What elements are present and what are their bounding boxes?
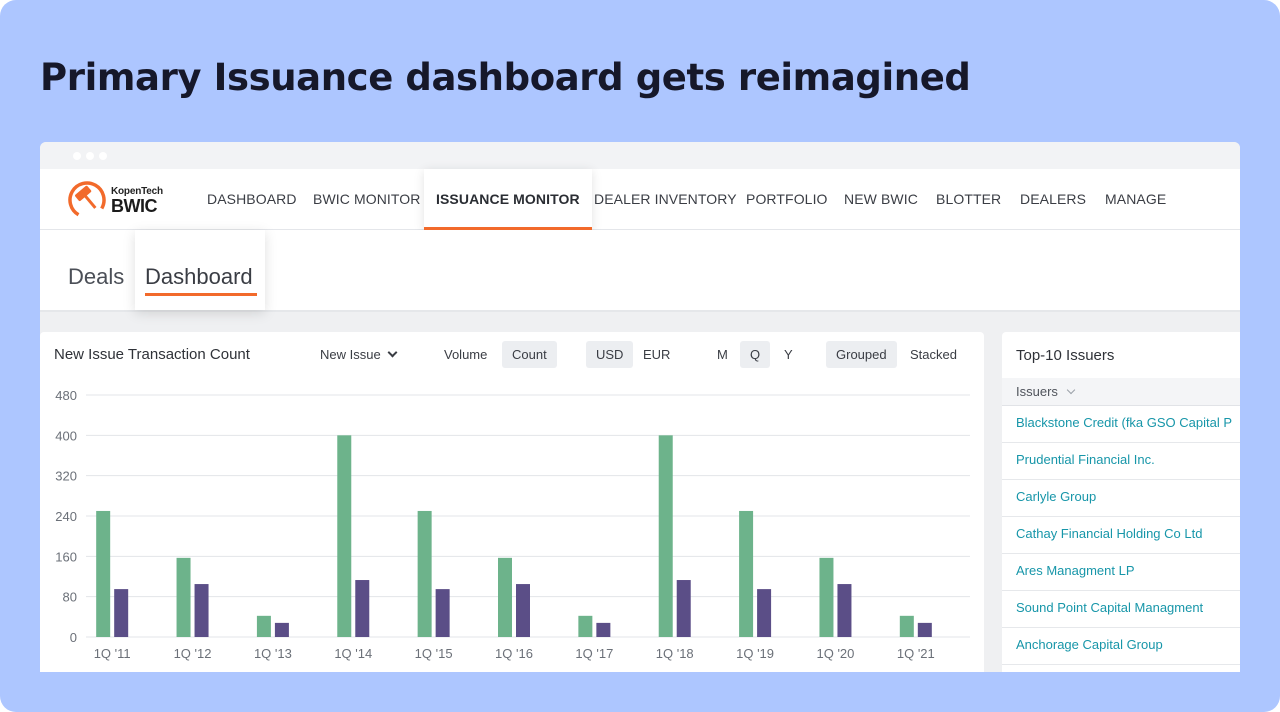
bar-series-1 bbox=[96, 510, 111, 637]
bar-series-2 bbox=[596, 622, 611, 637]
window-dot bbox=[86, 152, 94, 160]
toggle-stacked[interactable]: Stacked bbox=[910, 347, 957, 362]
bar-series-2 bbox=[114, 589, 129, 637]
tab-deals[interactable]: Deals bbox=[68, 264, 125, 289]
bar-series-1 bbox=[658, 435, 673, 637]
bar-series-2 bbox=[516, 584, 530, 637]
bar-series-2 bbox=[676, 580, 691, 637]
bar-series-1 bbox=[819, 557, 834, 637]
bar-series-1 bbox=[899, 615, 914, 637]
x-tick-label: 1Q '17 bbox=[575, 646, 613, 661]
bar-series-2 bbox=[917, 622, 932, 637]
app-logo[interactable]: KopenTech BWIC bbox=[67, 180, 177, 220]
app-window: KopenTech BWIC DASHBOARD BWIC MONITOR IS… bbox=[40, 142, 1240, 672]
toggle-eur[interactable]: EUR bbox=[643, 347, 671, 362]
dropdown-value: New Issue bbox=[320, 347, 381, 362]
toggle-volume[interactable]: Volume bbox=[444, 347, 488, 362]
y-tick-label: 480 bbox=[55, 388, 77, 403]
toggle-usd[interactable]: USD bbox=[586, 341, 634, 368]
bar-series-1 bbox=[337, 435, 352, 637]
bar-series-1 bbox=[417, 510, 432, 637]
toggle-grouped[interactable]: Grouped bbox=[826, 341, 897, 368]
y-tick-label: 160 bbox=[55, 549, 77, 564]
chevron-down-icon bbox=[387, 347, 398, 358]
nav-bwic-monitor[interactable]: BWIC MONITOR bbox=[313, 191, 421, 207]
x-tick-label: 1Q '15 bbox=[415, 646, 453, 661]
y-tick-label: 0 bbox=[70, 630, 77, 645]
gavel-logo-icon bbox=[68, 181, 106, 219]
chart-title: New Issue Transaction Count bbox=[54, 346, 250, 363]
issuers-column-header[interactable]: Issuers bbox=[1002, 378, 1240, 406]
sub-navigation: Deals Dashboard bbox=[40, 230, 1240, 312]
issuers-column-label: Issuers bbox=[1016, 384, 1058, 399]
nav-dealer-inventory[interactable]: DEALER INVENTORY bbox=[594, 191, 737, 207]
y-tick-label: 240 bbox=[55, 509, 77, 524]
window-chrome bbox=[40, 142, 1240, 169]
toggle-count[interactable]: Count bbox=[502, 341, 557, 368]
nav-dealers[interactable]: DEALERS bbox=[1020, 191, 1087, 207]
x-tick-label: 1Q '12 bbox=[174, 646, 212, 661]
x-tick-label: 1Q '14 bbox=[334, 646, 372, 661]
tab-active-indicator bbox=[145, 293, 257, 296]
bar-series-2 bbox=[274, 622, 289, 637]
bar-series-2 bbox=[837, 584, 852, 637]
x-tick-label: 1Q '16 bbox=[495, 646, 533, 661]
x-tick-label: 1Q '11 bbox=[94, 646, 131, 661]
issuers-title: Top-10 Issuers bbox=[1016, 347, 1115, 364]
issuer-row[interactable]: Cathay Financial Holding Co Ltd bbox=[1002, 517, 1240, 554]
headline: Primary Issuance dashboard gets reimagin… bbox=[40, 56, 971, 99]
toggle-m[interactable]: M bbox=[717, 347, 728, 362]
nav-dashboard[interactable]: DASHBOARD bbox=[207, 191, 297, 207]
top-navbar: KopenTech BWIC DASHBOARD BWIC MONITOR IS… bbox=[40, 169, 1240, 230]
x-tick-label: 1Q '18 bbox=[656, 646, 694, 661]
nav-portfolio[interactable]: PORTFOLIO bbox=[746, 191, 828, 207]
x-tick-label: 1Q '21 bbox=[897, 646, 935, 661]
window-dot bbox=[73, 152, 81, 160]
issuer-row[interactable]: Blackstone Credit (fka GSO Capital P bbox=[1002, 406, 1240, 443]
bar-series-1 bbox=[739, 510, 754, 637]
nav-blotter[interactable]: BLOTTER bbox=[936, 191, 1002, 207]
window-dot bbox=[99, 152, 107, 160]
nav-manage[interactable]: MANAGE bbox=[1105, 191, 1167, 207]
y-tick-label: 400 bbox=[55, 428, 77, 443]
nav-active-indicator bbox=[424, 227, 592, 230]
nav-issuance-monitor[interactable]: ISSUANCE MONITOR bbox=[424, 169, 592, 230]
y-tick-label: 320 bbox=[55, 469, 77, 484]
transaction-count-chart: 0 80 160 240 320 400 480 1Q '11 1Q '12 1Q '13 1Q '… bbox=[55, 388, 970, 661]
bar-series-2 bbox=[757, 589, 772, 637]
issue-type-dropdown[interactable]: New Issue bbox=[320, 347, 398, 362]
bar-series-1 bbox=[176, 557, 191, 637]
issuer-row[interactable]: Sound Point Capital Managment bbox=[1002, 591, 1240, 628]
toggle-y[interactable]: Y bbox=[784, 347, 793, 362]
tab-dashboard-label: Dashboard bbox=[145, 264, 253, 289]
tab-dashboard[interactable]: Dashboard bbox=[135, 230, 265, 310]
issuer-row[interactable]: Anchorage Capital Group bbox=[1002, 628, 1240, 665]
bar-series-2 bbox=[355, 580, 370, 637]
sort-chevron-icon bbox=[1066, 385, 1076, 395]
issuer-row[interactable]: Ares Managment LP bbox=[1002, 554, 1240, 591]
x-tick-label: 1Q '20 bbox=[817, 646, 855, 661]
bar-series-1 bbox=[498, 557, 512, 637]
top-issuers-panel: Top-10 Issuers Issuers Blackstone Credit… bbox=[1002, 332, 1240, 672]
logo-text-top: KopenTech bbox=[111, 186, 163, 197]
x-tick-label: 1Q '19 bbox=[736, 646, 774, 661]
bar-series-2 bbox=[194, 584, 209, 637]
x-tick-label: 1Q '13 bbox=[254, 646, 292, 661]
transaction-count-panel: New Issue Transaction Count New Issue Vo… bbox=[40, 332, 984, 672]
logo-text-bottom: BWIC bbox=[111, 196, 158, 216]
bar-series-1 bbox=[256, 615, 271, 637]
nav-new-bwic[interactable]: NEW BWIC bbox=[844, 191, 918, 207]
issuer-row[interactable]: Carlyle Group bbox=[1002, 480, 1240, 517]
nav-issuance-monitor-label: ISSUANCE MONITOR bbox=[436, 191, 580, 207]
issuer-row[interactable]: Prudential Financial Inc. bbox=[1002, 443, 1240, 480]
bar-series-2 bbox=[435, 589, 450, 637]
toggle-q[interactable]: Q bbox=[740, 341, 771, 368]
bar-series-1 bbox=[578, 615, 593, 637]
y-tick-label: 80 bbox=[63, 590, 77, 605]
